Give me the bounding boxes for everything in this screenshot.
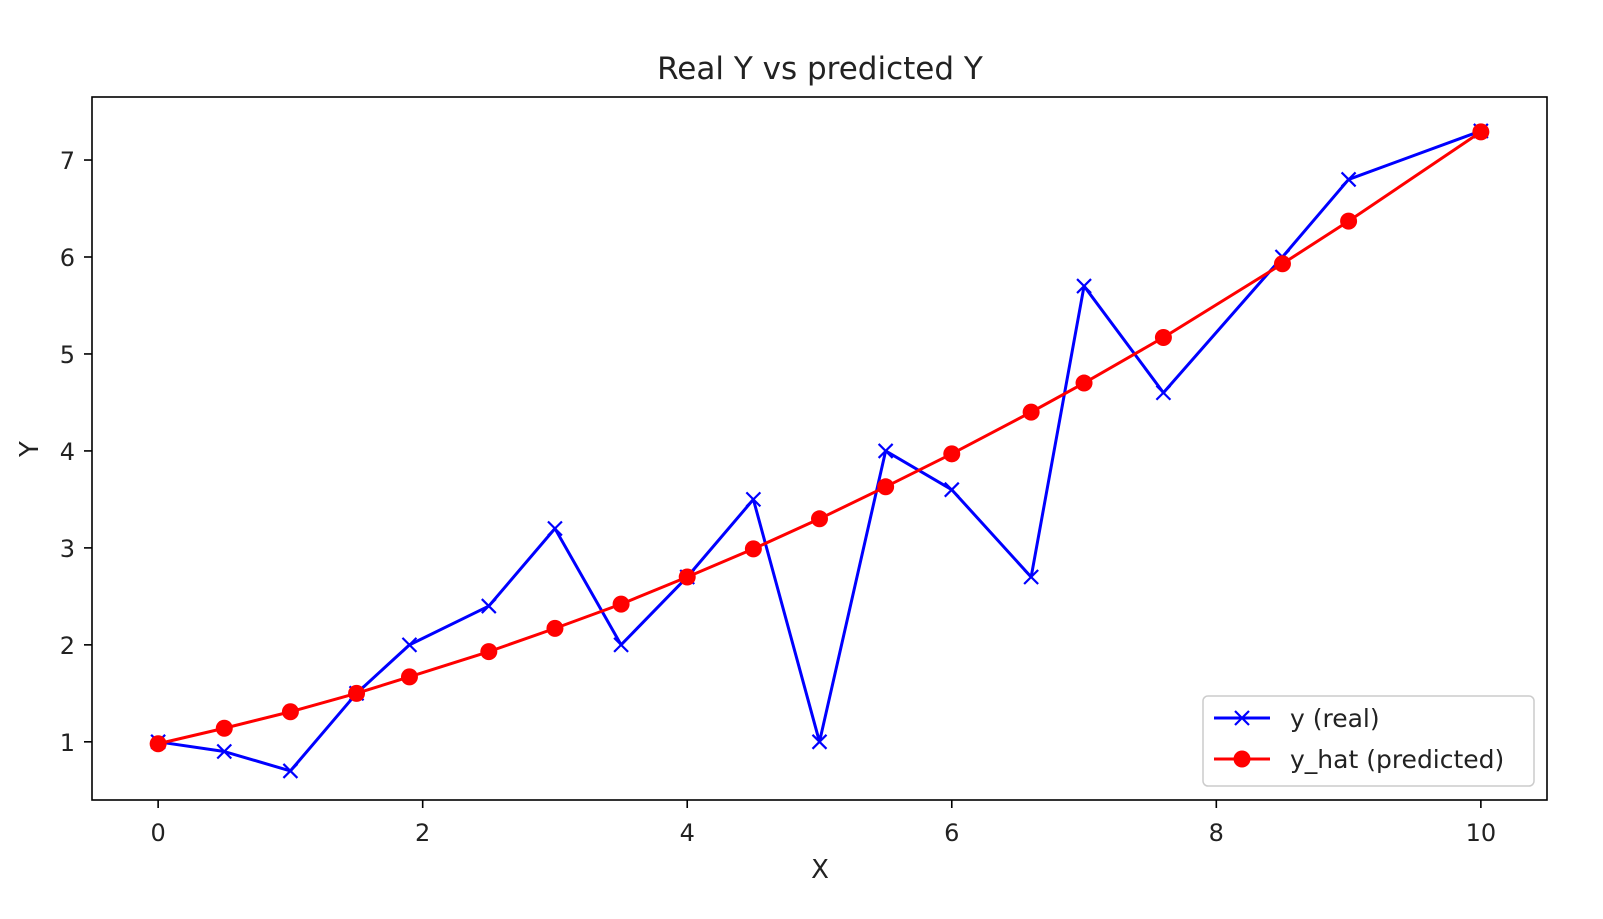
- data-point-circle-marker: [1022, 403, 1040, 421]
- legend-label: y (real): [1290, 704, 1380, 733]
- legend: y (real) y_hat (predicted): [1202, 695, 1535, 787]
- data-point-circle-marker: [400, 668, 418, 686]
- data-point-x-marker: [1155, 384, 1172, 401]
- x-axis: 0 2 4 6 8 10: [150, 800, 1496, 847]
- x-tick-label: 0: [150, 819, 165, 847]
- data-point-circle-marker: [744, 540, 762, 558]
- y-axis: 1 2 3 4 5 6 7: [60, 147, 92, 757]
- x-tick-label: 10: [1466, 819, 1497, 847]
- x-axis-title: X: [811, 855, 829, 885]
- x-tick-label: 4: [680, 819, 695, 847]
- data-point-x-marker: [811, 734, 828, 750]
- y-axis-title: Y: [15, 441, 45, 458]
- plot-frame: [91, 96, 1548, 801]
- data-point-circle-marker: [1273, 255, 1291, 273]
- data-point-circle-marker: [1340, 212, 1358, 230]
- data-point-x-marker: [216, 743, 233, 760]
- data-point-circle-marker: [348, 684, 366, 702]
- data-point-x-marker: [1076, 278, 1092, 294]
- y-tick-label: 6: [60, 244, 75, 272]
- y-tick-label: 4: [60, 438, 75, 466]
- data-point-x-marker: [547, 520, 563, 537]
- data-point-circle-marker: [1472, 123, 1490, 141]
- chart-title: Real Y vs predicted Y: [657, 51, 983, 87]
- data-point-circle-marker: [612, 595, 630, 613]
- data-point-x-marker: [401, 637, 418, 653]
- data-point-circle-marker: [811, 510, 828, 528]
- data-point-circle-marker: [215, 719, 233, 737]
- data-point-x-marker: [943, 481, 960, 498]
- data-point-circle-marker: [1154, 328, 1172, 346]
- y-tick-label: 2: [60, 632, 75, 660]
- data-point-circle-marker: [281, 703, 299, 721]
- y-tick-label: 5: [60, 341, 75, 369]
- legend-label: y_hat (predicted): [1290, 745, 1504, 774]
- data-point-x-marker: [1023, 569, 1039, 585]
- legend-entry: y_hat (predicted): [1214, 745, 1504, 774]
- data-point-x-marker: [481, 598, 497, 614]
- plot-series: [149, 123, 1490, 779]
- data-point-x-marker: [282, 763, 299, 779]
- x-tick-label: 2: [415, 819, 430, 847]
- data-point-x-marker: [613, 637, 629, 653]
- y-tick-label: 7: [60, 147, 75, 175]
- legend-entry: y (real): [1214, 704, 1380, 733]
- data-point-x-marker: [1340, 171, 1357, 188]
- data-point-circle-marker: [943, 445, 961, 463]
- x-tick-label: 6: [944, 819, 959, 847]
- data-point-x-marker: [877, 443, 894, 459]
- data-point-circle-marker: [546, 619, 564, 637]
- data-point-circle-marker: [480, 643, 498, 661]
- x-tick-label: 8: [1209, 819, 1224, 847]
- y-tick-label: 1: [60, 729, 75, 757]
- data-point-circle-marker: [877, 478, 895, 496]
- data-point-x-marker: [745, 491, 762, 508]
- legend-box: [1202, 695, 1535, 787]
- data-point-circle-marker: [678, 568, 696, 586]
- data-point-circle-marker: [149, 735, 167, 753]
- data-point-circle-marker: [1075, 374, 1093, 392]
- series-1: [149, 123, 1490, 753]
- legend-x-marker: [1234, 710, 1250, 726]
- y-tick-label: 3: [60, 535, 75, 563]
- legend-circle-marker: [1233, 750, 1251, 768]
